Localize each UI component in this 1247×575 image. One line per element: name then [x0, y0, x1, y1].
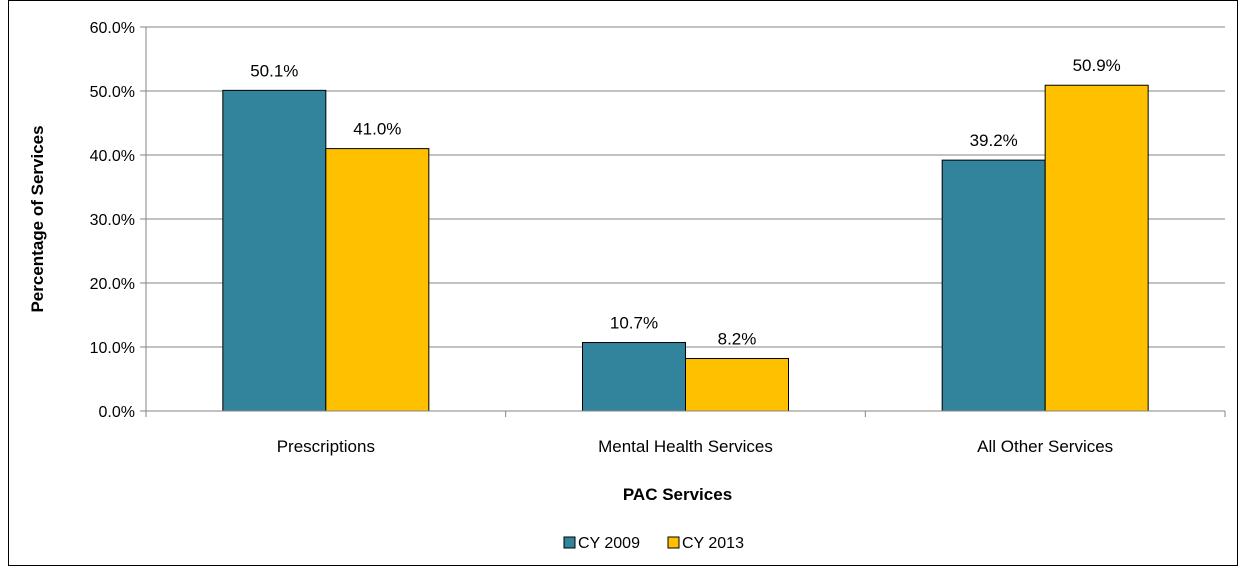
- x-category-label: Mental Health Services: [598, 437, 773, 456]
- bars: [222, 84, 1149, 412]
- legend: CY 2009 CY 2013: [563, 535, 744, 552]
- data-label: 10.7%: [610, 314, 658, 333]
- bar: [941, 159, 1046, 412]
- bar: [222, 89, 327, 412]
- y-tick-label: 50.0%: [90, 84, 135, 101]
- y-tick-label: 10.0%: [90, 340, 135, 357]
- data-labels: 50.1% 41.0% 10.7% 8.2% 39.2% 50.9%: [250, 56, 1121, 348]
- legend-swatch: [563, 536, 576, 549]
- data-label: 39.2%: [970, 131, 1018, 150]
- bar: [1044, 84, 1149, 412]
- x-category-label: All Other Services: [977, 437, 1113, 456]
- legend-label: CY 2009: [578, 535, 640, 552]
- bar: [325, 148, 430, 412]
- legend-label: CY 2013: [682, 535, 744, 552]
- data-label: 50.9%: [1073, 56, 1121, 75]
- y-tick-label: 20.0%: [90, 276, 135, 293]
- x-axis-title: PAC Services: [623, 485, 732, 504]
- y-axis-title: Percentage of Services: [28, 125, 47, 312]
- y-axis-ticks: 0.0% 10.0% 20.0% 30.0% 40.0% 50.0% 60.0%: [90, 20, 146, 421]
- y-tick-label: 40.0%: [90, 148, 135, 165]
- legend-swatch: [667, 536, 680, 549]
- y-tick-label: 60.0%: [90, 20, 135, 37]
- x-axis-categories: Prescriptions Mental Health Services All O…: [145, 411, 1226, 456]
- x-category-label: Prescriptions: [277, 437, 375, 456]
- y-tick-label: 30.0%: [90, 212, 135, 229]
- data-label: 50.1%: [250, 61, 298, 80]
- bar: [685, 358, 789, 412]
- data-label: 41.0%: [353, 120, 401, 139]
- y-tick-label: 0.0%: [99, 404, 135, 421]
- bar: [582, 342, 686, 412]
- data-label: 8.2%: [718, 330, 757, 349]
